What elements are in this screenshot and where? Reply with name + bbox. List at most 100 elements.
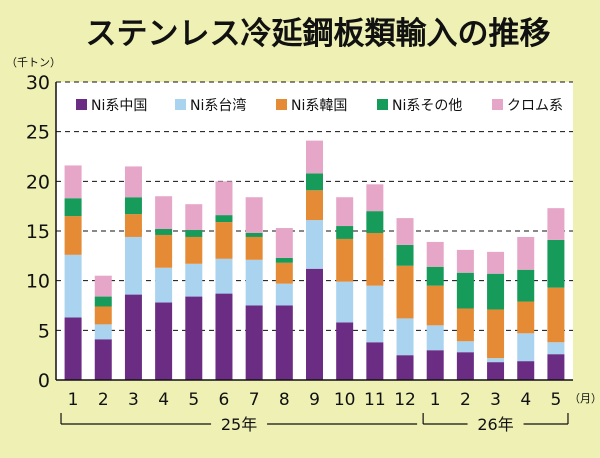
bar-segment-7-series-1 <box>245 305 263 380</box>
bar-segment-7-series-4 <box>245 232 263 237</box>
legend-swatch-2 <box>175 99 186 110</box>
bar-segment-14-series-1 <box>456 352 474 380</box>
bar-segment-5-series-2 <box>185 263 203 297</box>
x-tick-label-8: 8 <box>279 390 290 410</box>
bar-segment-2-series-2 <box>94 324 112 340</box>
y-tick-label-25: 25 <box>26 122 50 144</box>
y-tick-label-30: 30 <box>26 72 50 94</box>
x-tick-label-17: 5 <box>550 390 561 410</box>
bar-segment-5-series-3 <box>185 236 203 264</box>
legend-swatch-1 <box>76 99 87 110</box>
bar-segment-13-series-5 <box>426 241 444 267</box>
bar-segment-12-series-2 <box>396 318 414 356</box>
bar-segment-8-series-3 <box>275 262 293 284</box>
bar-segment-5-series-1 <box>185 296 203 380</box>
x-tick-label-16: 4 <box>520 390 531 410</box>
bar-segment-9-series-2 <box>306 220 323 269</box>
bar-segment-8-series-2 <box>275 283 293 306</box>
x-tick-label-2: 2 <box>98 390 109 410</box>
bar-segment-5-series-5 <box>185 204 203 231</box>
bar-segment-13-series-1 <box>426 350 444 380</box>
bar-segment-6-series-2 <box>215 258 233 294</box>
bar-segment-5-series-4 <box>185 230 203 237</box>
year-label-bg-2 <box>467 414 524 434</box>
year-label-bg-1 <box>211 414 268 434</box>
bar-segment-10-series-1 <box>336 322 354 380</box>
y-tick-label-5: 5 <box>38 320 50 342</box>
bar-segment-1-series-5 <box>64 165 82 199</box>
bar-segment-14-series-4 <box>456 272 474 309</box>
bar-segment-2-series-3 <box>94 306 112 325</box>
bar-segment-17-series-2 <box>547 342 565 355</box>
bar-segment-8-series-1 <box>275 305 293 380</box>
bar-segment-7-series-2 <box>245 259 263 306</box>
x-tick-label-1: 1 <box>68 390 79 410</box>
bar-segment-4-series-4 <box>155 229 173 235</box>
x-tick-label-6: 6 <box>219 390 230 410</box>
legend-label-2: Ni系台湾 <box>190 97 246 114</box>
bar-segment-14-series-2 <box>456 341 474 353</box>
bar-segment-16-series-2 <box>517 333 535 362</box>
year-label-1: 25年 <box>221 415 257 434</box>
bar-segment-1-series-3 <box>64 216 82 255</box>
bar-segment-7-series-3 <box>245 236 263 260</box>
bar-segment-16-series-5 <box>517 236 535 270</box>
bar-segment-4-series-2 <box>155 267 173 303</box>
bar-segment-11-series-2 <box>366 285 384 343</box>
bar-segment-12-series-5 <box>396 218 414 245</box>
bar-segment-13-series-2 <box>426 325 444 351</box>
bar-segment-3-series-1 <box>124 294 142 380</box>
bar-segment-9-series-3 <box>306 190 323 221</box>
x-tick-label-9: 9 <box>309 390 320 410</box>
x-tick-label-3: 3 <box>128 390 139 410</box>
bars <box>64 140 565 380</box>
y-tick-label-15: 15 <box>26 221 50 243</box>
x-tick-label-4: 4 <box>158 390 169 410</box>
bar-segment-9-series-4 <box>306 173 323 191</box>
bar-segment-10-series-5 <box>336 197 354 227</box>
y-tick-label-10: 10 <box>26 271 50 293</box>
bar-segment-16-series-1 <box>517 361 535 380</box>
x-tick-label-13: 1 <box>430 390 441 410</box>
bar-segment-12-series-3 <box>396 265 414 319</box>
legend-swatch-5 <box>492 99 503 110</box>
year-label-2: 26年 <box>477 415 513 434</box>
bar-segment-11-series-3 <box>366 232 384 286</box>
bar-segment-17-series-1 <box>547 354 565 380</box>
bar-segment-10-series-2 <box>336 281 354 323</box>
legend-label-5: クロム系 <box>507 98 563 114</box>
bar-segment-14-series-3 <box>456 308 474 342</box>
bar-segment-11-series-4 <box>366 211 384 233</box>
x-tick-label-15: 3 <box>490 390 501 410</box>
legend-swatch-3 <box>276 99 287 110</box>
bar-segment-10-series-3 <box>336 238 354 282</box>
bar-segment-12-series-1 <box>396 355 414 380</box>
bar-segment-6-series-1 <box>215 293 233 380</box>
bar-segment-6-series-5 <box>215 181 233 216</box>
bar-segment-15-series-1 <box>487 362 505 380</box>
bar-segment-3-series-4 <box>124 197 142 215</box>
x-tick-label-10: 10 <box>334 390 356 410</box>
bar-segment-6-series-3 <box>215 222 233 259</box>
bar-segment-13-series-3 <box>426 285 444 326</box>
legend: Ni系中国 Ni系台湾 Ni系韓国 Ni系その他 クロム系 <box>76 97 563 114</box>
bar-segment-15-series-3 <box>487 309 505 359</box>
bar-segment-14-series-5 <box>456 249 474 273</box>
legend-swatch-4 <box>377 99 388 110</box>
x-tick-label-12: 12 <box>394 390 416 410</box>
bar-segment-6-series-4 <box>215 215 233 223</box>
bar-segment-12-series-4 <box>396 244 414 266</box>
chart-title: ステンレス冷延鋼板類輸入の推移 <box>86 16 551 52</box>
bar-segment-8-series-5 <box>275 228 293 258</box>
bar-segment-15-series-4 <box>487 273 505 310</box>
bar-segment-4-series-3 <box>155 234 173 268</box>
bar-segment-9-series-5 <box>306 140 323 174</box>
bar-segment-3-series-3 <box>124 214 142 237</box>
bar-segment-10-series-4 <box>336 226 354 239</box>
bar-segment-16-series-3 <box>517 301 535 334</box>
legend-label-1: Ni系中国 <box>91 98 147 114</box>
bar-segment-2-series-1 <box>94 339 112 380</box>
x-tick-label-14: 2 <box>460 390 471 410</box>
x-tick-label-7: 7 <box>249 390 260 410</box>
